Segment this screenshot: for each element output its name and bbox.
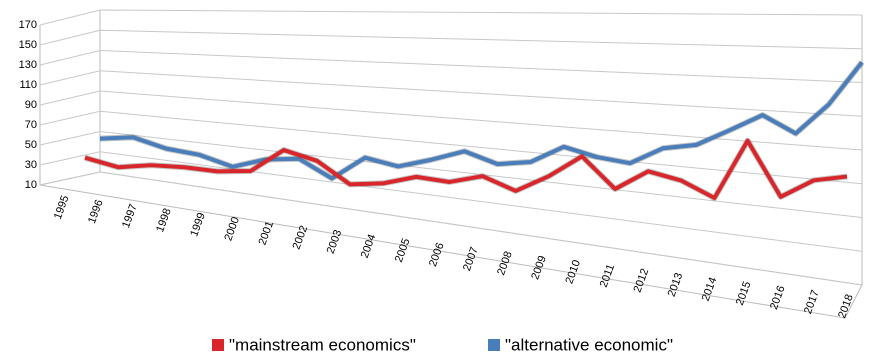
y-tick-label: 70 [25,119,37,131]
y-tick-label: 50 [25,139,37,151]
x-tick-label: 2014 [700,276,720,303]
x-tick-label: 1999 [188,211,208,238]
x-tick-label: 2000 [222,215,242,242]
grid-line [39,171,863,286]
x-tick-label: 1996 [86,198,106,225]
grid-line [39,9,863,26]
y-tick-label: 110 [19,79,37,91]
y-tick-label: 150 [19,39,37,51]
x-tick-label: 2013 [666,271,686,298]
x-tick-label: 2017 [802,289,822,316]
y-tick-label: 130 [19,59,37,71]
x-tick-label: 2016 [768,284,788,311]
x-tick-label: 2009 [529,254,549,281]
x-tick-label: 1995 [52,194,72,221]
x-tick-label: 2004 [359,233,379,260]
x-tick-label: 1997 [120,203,140,230]
legend-swatch [212,339,224,351]
grid-line [39,130,863,218]
x-tick-label: 2005 [393,237,413,264]
grid-line [39,70,863,117]
legend-text: "mainstream economics" [229,335,416,354]
y-tick-label: 170 [19,19,37,31]
y-tick-label: 90 [25,99,37,111]
x-tick-label: 2002 [291,224,311,251]
legend-swatch [488,339,500,351]
x-tick-label: 2018 [836,293,856,320]
x-tick-label: 2012 [632,267,652,294]
x-tick-label: 2011 [598,263,617,289]
x-tick-label: 2007 [461,246,481,273]
series-line [84,138,848,200]
y-tick-label: 30 [25,159,37,171]
grid-line [39,29,863,50]
legend-text: "alternative economic" [505,335,673,354]
x-tick-label: 2015 [734,280,754,307]
x-tick-label: 2010 [563,258,583,285]
series-line [99,61,864,181]
x-tick-label: 1998 [154,207,174,234]
y-tick-label: 10 [25,179,37,191]
grid-line [39,90,863,151]
grid-line [39,49,863,83]
grid-line [39,151,863,252]
x-tick-label: 2006 [427,241,447,268]
x-tick-label: 2001 [256,220,276,247]
